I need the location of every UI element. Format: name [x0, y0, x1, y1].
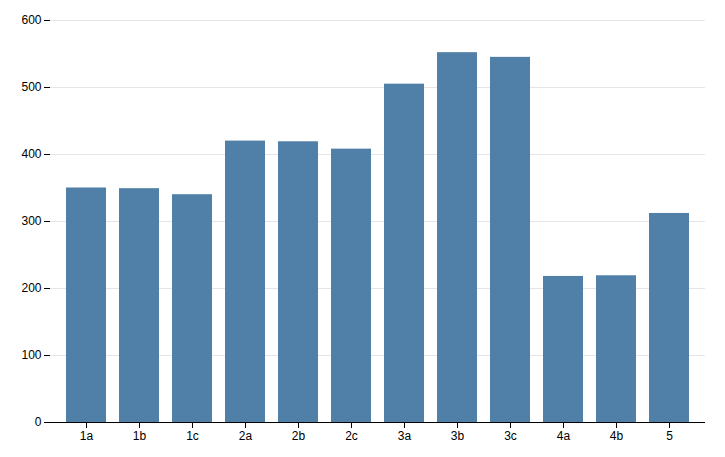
svg-text:1a: 1a [80, 429, 94, 443]
svg-text:3c: 3c [504, 429, 517, 443]
svg-text:300: 300 [21, 214, 41, 228]
svg-text:100: 100 [21, 348, 41, 362]
svg-text:1b: 1b [133, 429, 147, 443]
svg-text:5: 5 [666, 429, 673, 443]
svg-text:600: 600 [21, 13, 41, 27]
svg-text:4a: 4a [557, 429, 571, 443]
svg-text:3b: 3b [451, 429, 465, 443]
svg-text:500: 500 [21, 80, 41, 94]
svg-text:2c: 2c [345, 429, 358, 443]
svg-text:4b: 4b [610, 429, 624, 443]
svg-text:200: 200 [21, 281, 41, 295]
svg-text:2b: 2b [292, 429, 306, 443]
svg-text:0: 0 [35, 415, 42, 429]
svg-text:1c: 1c [186, 429, 199, 443]
svg-text:3a: 3a [398, 429, 412, 443]
svg-text:400: 400 [21, 147, 41, 161]
svg-text:2a: 2a [239, 429, 253, 443]
